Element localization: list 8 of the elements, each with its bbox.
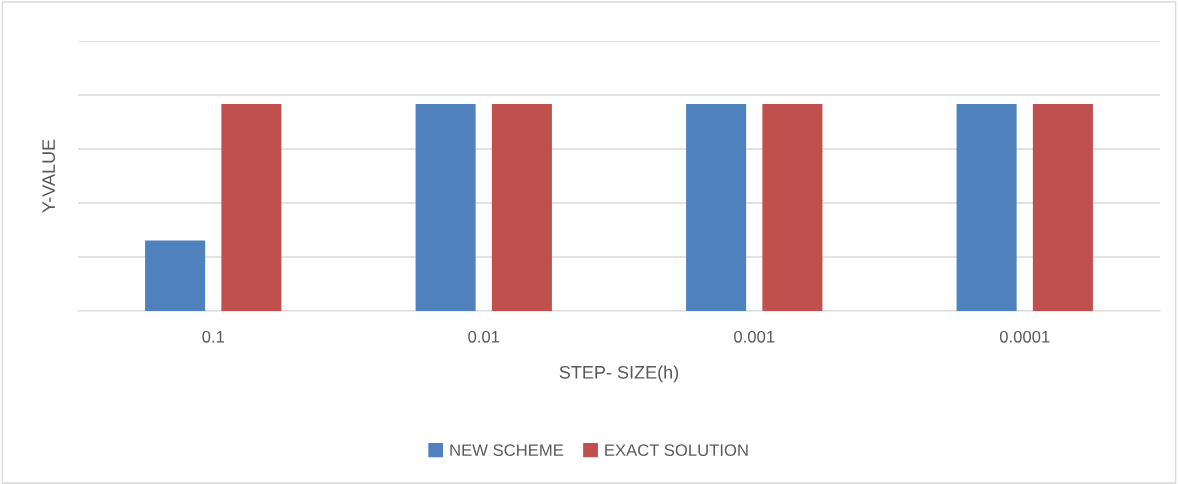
x-tick-label: 0.0001 [999, 330, 1050, 343]
x-tick-label: 0.01 [468, 330, 500, 343]
x-tick-label: 0.001 [734, 330, 775, 343]
x-axis-title: STEP- SIZE(h) [559, 365, 679, 383]
legend-label: NEW SCHEME [450, 444, 564, 457]
legend-label: EXACT SOLUTION [605, 444, 748, 457]
y-axis-title: Y-VALUE [42, 139, 55, 213]
x-tick-label: 0.1 [202, 330, 225, 343]
